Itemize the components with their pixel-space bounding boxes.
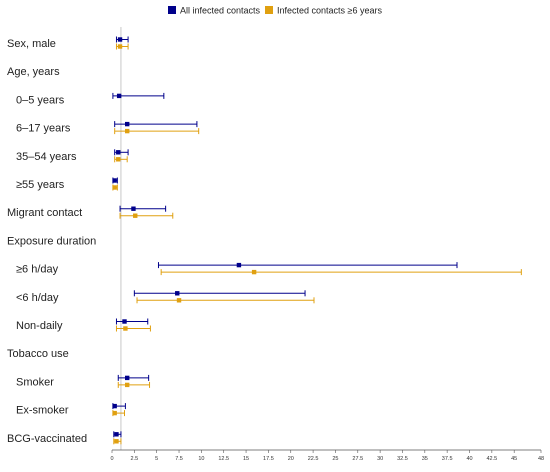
row-label-55-years: ≥55 years xyxy=(16,179,65,191)
point-estimate-ex-smoker-age6 xyxy=(112,410,117,416)
x-tick-label-9: 22.5 xyxy=(308,456,319,462)
row-label-35-54-years: 35–54 years xyxy=(16,151,77,163)
point-estimate-smoker-all xyxy=(124,375,130,381)
point-estimate-sex-male-all xyxy=(117,37,123,42)
x-tick-label-2: 5 xyxy=(155,456,158,462)
x-tick-label-8: 20 xyxy=(288,456,294,462)
row-labels: Sex, male Age, years 0–5 years 6–17 years 35… xyxy=(7,38,96,445)
row-label-exposure-duration: Exposure duration xyxy=(7,235,96,247)
point-estimate-6-h-day-all xyxy=(236,262,242,268)
x-tick-label-16: 40 xyxy=(466,456,472,462)
row-label-6-17-years: 6–17 years xyxy=(16,123,71,135)
row-label-6-h-day: ≥6 h/day xyxy=(16,264,59,276)
x-tick-label-17: 42.5 xyxy=(486,456,497,462)
point-estimate-bcg-vaccinated-age6 xyxy=(114,439,119,444)
point-estimate-6-17-years-all xyxy=(124,121,130,127)
x-tick-label-7: 17.5 xyxy=(263,456,274,462)
point-estimate-35-54-years-age6 xyxy=(116,157,121,162)
point-estimate-bcg-vaccinated-all xyxy=(114,432,119,437)
row-label-age-years: Age, years xyxy=(7,66,60,78)
point-estimate-sex-male-age6 xyxy=(117,44,123,49)
x-tick-label-15: 37.5 xyxy=(442,456,453,462)
legend: All infected contacts Infected contacts ≥… xyxy=(168,6,382,16)
point-estimate-6-h-day-age6 xyxy=(176,298,182,303)
row-label-bcg-vaccinated: BCG-vaccinated xyxy=(7,433,87,445)
row-label-6-h-day: <6 h/day xyxy=(16,292,59,304)
point-estimate-55-years-age6 xyxy=(112,185,117,190)
point-estimate-migrant-contact-age6 xyxy=(133,213,138,218)
row-label-migrant-contact: Migrant contact xyxy=(7,207,82,219)
row-label-tobacco-use: Tobacco use xyxy=(7,348,69,360)
x-tick-label-5: 12.5 xyxy=(218,456,229,462)
point-estimate-migrant-contact-all xyxy=(131,206,136,211)
x-tick-label-11: 27.5 xyxy=(352,456,363,462)
x-tick-label-1: 2.5 xyxy=(131,456,139,462)
point-estimate-6-17-years-age6 xyxy=(124,128,130,134)
point-estimate-non-daily-age6 xyxy=(123,326,128,331)
x-tick-label-6: 15 xyxy=(243,456,249,462)
x-tick-label-12: 30 xyxy=(377,456,383,462)
legend-swatch-2 xyxy=(265,6,273,14)
point-estimate-6-h-day-age6 xyxy=(251,269,257,275)
row-label-smoker: Smoker xyxy=(16,376,54,388)
x-tick-label-14: 35 xyxy=(422,456,428,462)
point-estimate-non-daily-all xyxy=(122,319,127,324)
plot-area xyxy=(112,27,522,450)
point-estimate-0-5-years-all xyxy=(116,93,122,99)
x-tick-label-4: 10 xyxy=(198,456,204,462)
x-tick-label-3: 7.5 xyxy=(175,456,183,462)
row-label-sex-male: Sex, male xyxy=(7,38,56,50)
row-label-0-5-years: 0–5 years xyxy=(16,94,65,106)
legend-label-2: Infected contacts ≥6 years xyxy=(277,6,382,16)
legend-swatch-1 xyxy=(168,6,176,14)
row-label-non-daily: Non-daily xyxy=(16,320,63,332)
point-estimate-ex-smoker-all xyxy=(112,403,117,409)
x-tick-label-18: 45 xyxy=(511,456,517,462)
row-label-ex-smoker: Ex-smoker xyxy=(16,405,69,417)
x-tick-label-13: 32.5 xyxy=(397,456,408,462)
x-tick-label-10: 25 xyxy=(332,456,338,462)
legend-label-1: All infected contacts xyxy=(180,6,261,16)
x-tick-label-0: 0 xyxy=(110,456,113,462)
point-estimate-6-h-day-all xyxy=(175,291,180,296)
point-estimate-55-years-all xyxy=(112,178,117,183)
x-axis: 0 2.5 5 7.5 10 12.5 15 17.5 20 22.5 25 27.5 30 32.5 35… xyxy=(110,449,544,462)
point-estimate-35-54-years-all xyxy=(116,150,121,155)
point-estimate-smoker-age6 xyxy=(124,382,130,388)
x-tick-label-19: 48 xyxy=(538,456,544,462)
